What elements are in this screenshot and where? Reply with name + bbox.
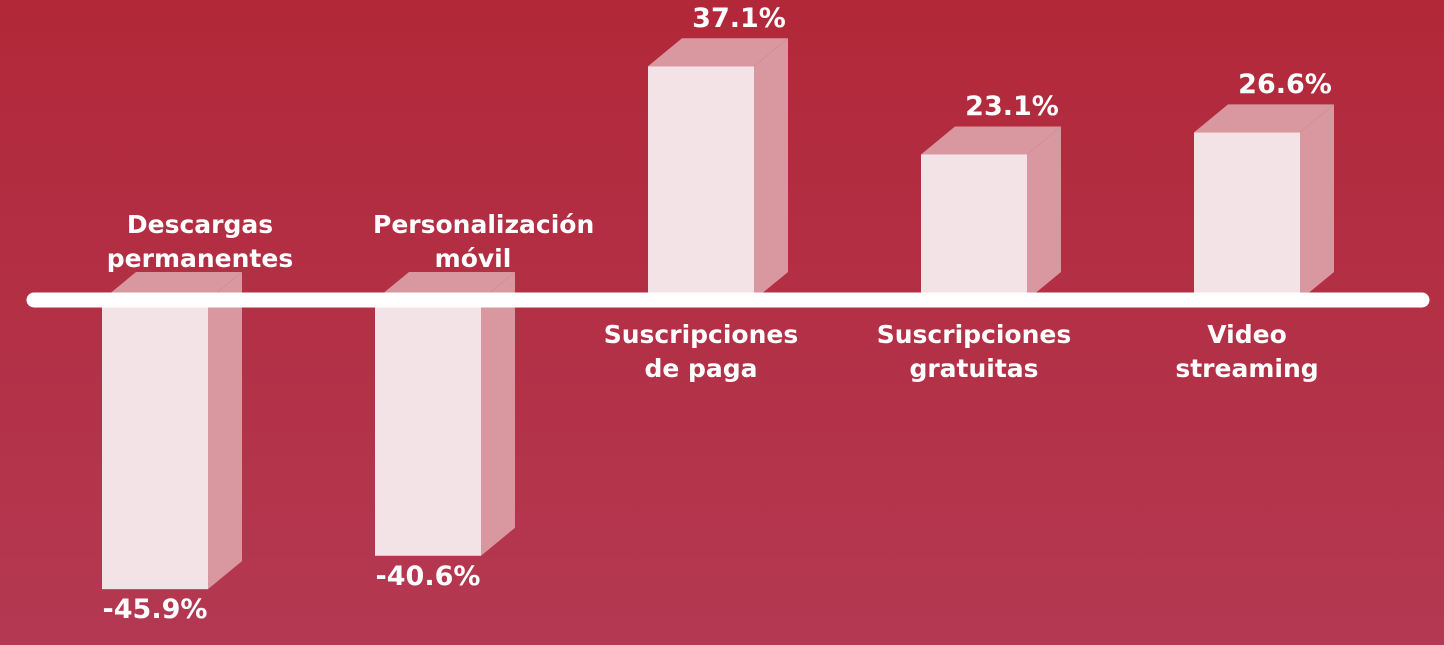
category-label: Descargas permanentes (106, 210, 294, 273)
bar (921, 126, 1061, 300)
bar-front (921, 154, 1027, 300)
bar-side (1300, 104, 1334, 300)
value-label: 37.1% (692, 3, 786, 35)
bar-front (1194, 132, 1300, 300)
bar (375, 272, 515, 556)
bar (102, 272, 242, 590)
category-label: Personalización móvil (373, 210, 595, 273)
bar-top (648, 38, 788, 67)
value-label: 26.6% (1238, 69, 1332, 101)
value-label: -45.9% (102, 594, 208, 626)
bar-front (648, 66, 754, 301)
bar (1194, 104, 1334, 300)
bar-front (102, 300, 208, 590)
category-label: Suscripciones de paga (603, 320, 799, 383)
bar-front (375, 300, 481, 556)
bar-top (921, 126, 1061, 155)
bar-side (754, 38, 788, 301)
value-label: -40.6% (375, 560, 481, 592)
category-label: Suscripciones gratuitas (876, 320, 1072, 383)
bar-side (481, 272, 515, 556)
category-label: Video streaming (1175, 320, 1319, 383)
bar-side (1027, 126, 1061, 300)
bar-side (208, 272, 242, 590)
value-label: 23.1% (965, 91, 1059, 123)
bar (648, 38, 788, 301)
bar-top (1194, 104, 1334, 133)
